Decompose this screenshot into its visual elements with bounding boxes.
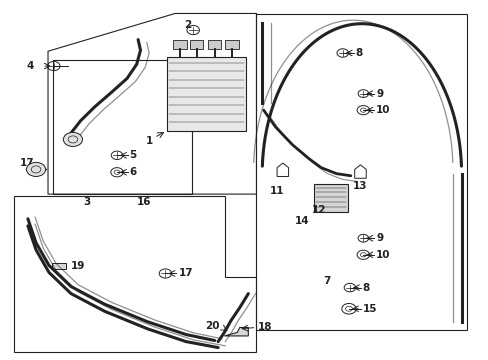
Text: 10: 10 bbox=[376, 105, 390, 115]
Circle shape bbox=[63, 132, 82, 147]
Text: 16: 16 bbox=[136, 197, 151, 207]
FancyBboxPatch shape bbox=[313, 184, 347, 212]
Text: 7: 7 bbox=[323, 275, 330, 285]
Text: 14: 14 bbox=[294, 216, 309, 226]
FancyBboxPatch shape bbox=[173, 40, 186, 49]
Text: 17: 17 bbox=[178, 269, 193, 279]
FancyBboxPatch shape bbox=[52, 262, 66, 269]
Text: 12: 12 bbox=[311, 205, 325, 215]
Text: 11: 11 bbox=[269, 186, 284, 196]
Text: 8: 8 bbox=[355, 48, 362, 58]
Text: 13: 13 bbox=[352, 181, 367, 191]
FancyBboxPatch shape bbox=[208, 40, 221, 49]
Text: 20: 20 bbox=[204, 321, 219, 332]
Text: 8: 8 bbox=[362, 283, 369, 293]
Text: 15: 15 bbox=[362, 304, 377, 314]
Text: 5: 5 bbox=[129, 150, 137, 160]
Text: 18: 18 bbox=[257, 323, 272, 333]
Text: 4: 4 bbox=[26, 61, 34, 71]
Polygon shape bbox=[224, 328, 248, 336]
Text: 1: 1 bbox=[146, 136, 153, 146]
Text: 9: 9 bbox=[376, 89, 383, 99]
Text: 6: 6 bbox=[129, 167, 137, 177]
Text: 10: 10 bbox=[376, 250, 390, 260]
Circle shape bbox=[26, 162, 45, 176]
FancyBboxPatch shape bbox=[166, 57, 245, 131]
Text: 2: 2 bbox=[184, 21, 191, 31]
FancyBboxPatch shape bbox=[189, 40, 203, 49]
Text: 17: 17 bbox=[20, 158, 35, 168]
Text: 19: 19 bbox=[70, 261, 85, 271]
Text: 9: 9 bbox=[376, 233, 383, 243]
Text: 3: 3 bbox=[83, 197, 91, 207]
FancyBboxPatch shape bbox=[225, 40, 238, 49]
